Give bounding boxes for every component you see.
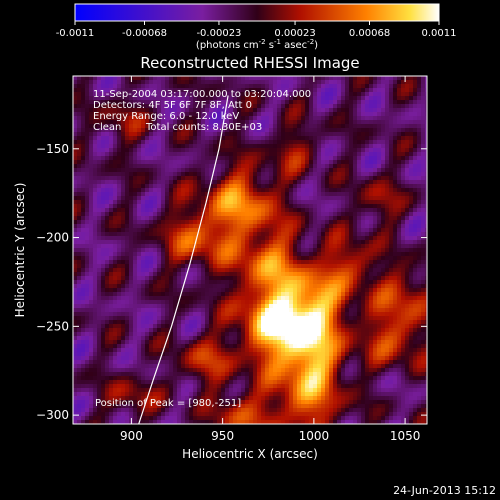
x-tick-label: 900 xyxy=(120,429,143,443)
colorbar-tick-label: -0.00023 xyxy=(196,28,241,39)
colorbar-ticks: -0.0011 -0.00068 -0.00023 0.00023 0.00068 0.0… xyxy=(56,21,457,39)
annotation-method: Clean xyxy=(93,122,121,133)
x-axis-label: Heliocentric X (arcsec) xyxy=(182,447,318,461)
colorbar-tick-label: -0.00068 xyxy=(122,28,167,39)
colorbar-tick-label: 0.00068 xyxy=(349,28,390,39)
y-tick-label: −300 xyxy=(36,408,69,422)
y-tick-label: −150 xyxy=(36,142,69,156)
heatmap-image xyxy=(73,76,427,424)
plot-frame xyxy=(72,75,428,425)
annotation-total-counts: Total counts: 8.30E+03 xyxy=(145,122,262,133)
colorbar-tick-label: 0.0011 xyxy=(422,28,457,39)
solar-limb-curve xyxy=(138,95,229,424)
x-tick-label: 1050 xyxy=(390,429,421,443)
x-tick-label: 950 xyxy=(211,429,234,443)
y-axis-label: Heliocentric Y (arcsec) xyxy=(13,183,27,318)
annotation-detectors: Detectors: 4F 5F 6F 7F 8F, Att 0 xyxy=(93,100,252,111)
x-tick-label: 1000 xyxy=(299,429,330,443)
annotation-energy-range: Energy Range: 6.0 - 12.0 keV xyxy=(93,111,239,122)
colorbar-tick-label: -0.0011 xyxy=(56,28,95,39)
y-tick-label: −250 xyxy=(36,319,69,333)
colorbar xyxy=(74,3,440,22)
y-tick-label: −200 xyxy=(36,231,69,245)
colorbar-tick-label: 0.00023 xyxy=(274,28,315,39)
footer-timestamp: 24-Jun-2013 15:12 xyxy=(393,484,496,497)
chart-title: Reconstructed RHESSI Image xyxy=(140,54,359,72)
annotation-peak-position: Position of Peak = [980,-251] xyxy=(95,398,241,409)
colorbar-units: (photons cm-2 s-1 asec-2) xyxy=(196,38,318,51)
axes: 900 950 1000 1050 −150 −200 −250 −300 xyxy=(36,76,427,443)
annotation-time-range: 11-Sep-2004 03:17:00.000 to 03:20:04.000 xyxy=(93,89,311,100)
